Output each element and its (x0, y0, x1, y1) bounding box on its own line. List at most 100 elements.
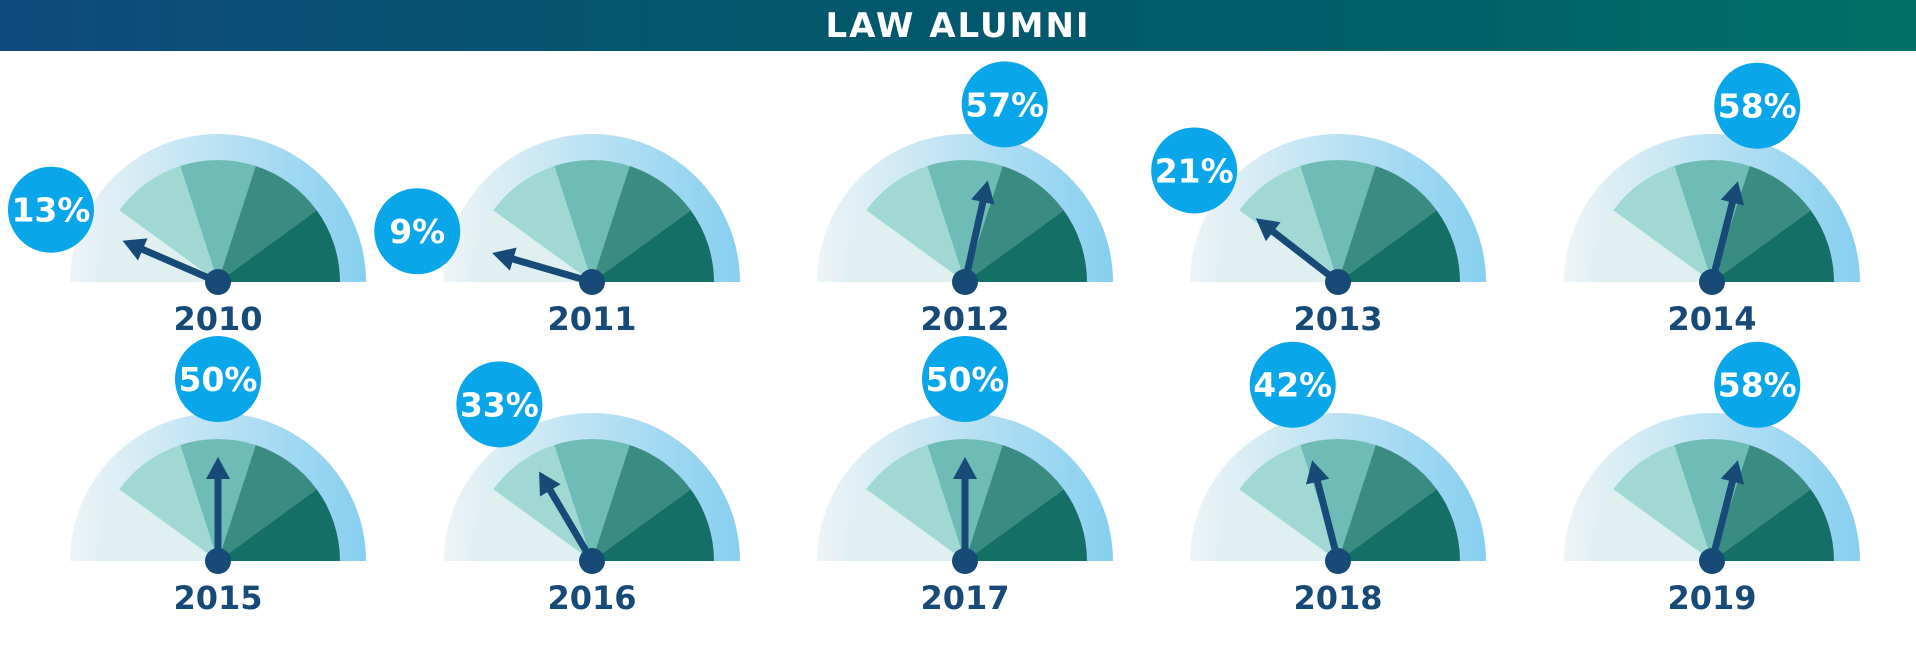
needle-head (492, 247, 517, 271)
needle-hub (1325, 269, 1351, 295)
needle-head (206, 457, 230, 479)
year-label: 2010 (173, 300, 262, 338)
gauge-segment-1 (1613, 165, 1712, 282)
value-label: 21% (1155, 151, 1234, 190)
value-label: 42% (1253, 366, 1332, 405)
value-label: 9% (389, 212, 445, 251)
gauge-segment-4 (1338, 489, 1460, 561)
needle-hub (952, 269, 978, 295)
gauge-2014: 58% 2014 (1564, 62, 1860, 338)
gauge-2010: 13% 2010 (7, 134, 366, 338)
gauge-segment-2 (1300, 159, 1376, 282)
gauge-segment-4 (1338, 210, 1460, 282)
value-label: 50% (926, 360, 1005, 399)
needle-head (1720, 181, 1745, 206)
needle-head (539, 471, 561, 497)
gauge-segment-1 (866, 444, 965, 561)
needle-head (953, 457, 977, 479)
gauge-segment-3 (965, 165, 1064, 282)
needle-shaft (1269, 228, 1342, 286)
needle-head (1720, 460, 1745, 485)
gauge-2013: 21% 2013 (1151, 127, 1486, 338)
chart-title: LAW ALUMNI (825, 5, 1091, 46)
gauge-segment-3 (218, 444, 317, 561)
year-label: 2019 (1667, 579, 1756, 617)
gauge-2017: 50% 2017 (817, 336, 1113, 617)
value-label: 33% (460, 385, 539, 424)
needle-hub (1699, 548, 1725, 574)
gauge-2011: 9% 2011 (374, 134, 740, 338)
gauge-segment-4 (1712, 489, 1834, 561)
gauge-segment-4 (1712, 210, 1834, 282)
value-label: 58% (1718, 87, 1797, 126)
needle-hub (1325, 548, 1351, 574)
value-badge (922, 336, 1008, 422)
gauge-segment-3 (592, 165, 691, 282)
year-label: 2014 (1667, 300, 1756, 338)
year-label: 2013 (1293, 300, 1382, 338)
gauge-segment-3 (1712, 444, 1811, 561)
gauge-segment-3 (1338, 444, 1437, 561)
gauge-segment-4 (592, 489, 714, 561)
gauge-segment-3 (218, 165, 317, 282)
gauge-segment-1 (119, 444, 218, 561)
needle-hub (579, 269, 605, 295)
value-badge (374, 188, 461, 275)
gauge-segment-4 (218, 210, 340, 282)
title-banner: LAW ALUMNI (0, 0, 1916, 51)
gauge-segment-2 (180, 159, 256, 282)
needle-head (1305, 460, 1330, 485)
value-badge (1714, 62, 1801, 149)
value-badge (456, 361, 543, 448)
needle-shaft (961, 198, 987, 286)
gauge-segment-4 (965, 489, 1087, 561)
value-badge (7, 166, 94, 253)
year-label: 2016 (547, 579, 636, 617)
gauge-2019: 58% 2019 (1564, 341, 1860, 617)
needle-hub (205, 548, 231, 574)
gauge-2016: 33% 2016 (444, 361, 740, 617)
year-label: 2012 (920, 300, 1009, 338)
needle-shaft (509, 255, 596, 286)
gauge-segment-1 (493, 165, 592, 282)
year-label: 2011 (547, 300, 636, 338)
gauge-segment-1 (119, 165, 218, 282)
needle-head (971, 180, 995, 205)
value-label: 13% (11, 191, 90, 230)
value-badge (1249, 341, 1336, 428)
gauge-segment-3 (965, 444, 1064, 561)
gauge-segment-2 (554, 159, 630, 282)
year-label: 2018 (1293, 579, 1382, 617)
needle-shaft (1708, 199, 1736, 286)
needle-hub (579, 548, 605, 574)
needle-shaft (546, 486, 596, 565)
gauge-segment-3 (1338, 165, 1437, 282)
value-badge (961, 61, 1048, 148)
needle-hub (1699, 269, 1725, 295)
needle-shaft (1314, 478, 1342, 565)
year-label: 2017 (920, 579, 1009, 617)
gauge-segment-1 (866, 165, 965, 282)
needle-shaft (139, 245, 222, 286)
gauge-segment-1 (1613, 444, 1712, 561)
gauge-segment-3 (1712, 165, 1811, 282)
gauge-segment-4 (592, 210, 714, 282)
needle-hub (952, 548, 978, 574)
needle-shaft (1708, 478, 1736, 565)
gauge-segment-1 (1239, 444, 1338, 561)
year-label: 2015 (173, 579, 262, 617)
gauge-2012: 57% 2012 (817, 61, 1113, 338)
gauge-2015: 50% 2015 (70, 336, 366, 617)
value-label: 57% (965, 85, 1044, 124)
value-badge (1714, 341, 1801, 428)
gauge-segment-4 (218, 489, 340, 561)
needle-head (122, 238, 148, 261)
gauge-segment-2 (554, 438, 630, 561)
value-badge (1151, 127, 1238, 214)
gauge-segment-4 (965, 210, 1087, 282)
gauge-2018: 42% 2018 (1190, 341, 1486, 617)
needle-hub (205, 269, 231, 295)
gauge-segment-1 (493, 444, 592, 561)
gauge-segment-1 (1239, 165, 1338, 282)
